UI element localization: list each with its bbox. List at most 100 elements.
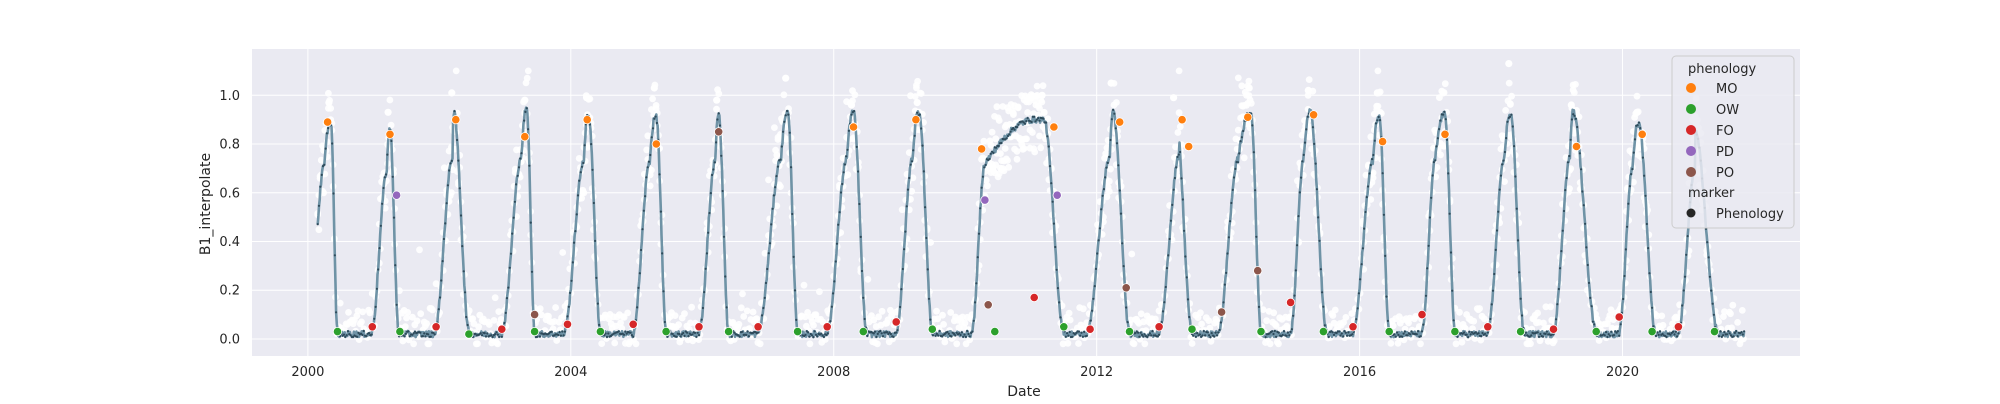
raw-point	[1240, 154, 1248, 162]
raw-point	[465, 307, 473, 314]
series-marker	[909, 163, 912, 166]
raw-point	[1575, 113, 1583, 121]
raw-point	[782, 74, 790, 82]
series-marker	[1171, 203, 1174, 206]
series-marker	[1371, 158, 1374, 161]
series-marker	[1623, 274, 1626, 278]
series-marker	[793, 289, 797, 292]
series-marker	[835, 242, 839, 245]
raw-point	[1550, 337, 1558, 345]
series-marker	[1422, 323, 1425, 326]
series-marker	[1501, 163, 1504, 166]
raw-point	[774, 136, 782, 143]
series-marker	[1079, 334, 1082, 337]
series-marker	[1618, 334, 1621, 337]
series-marker	[1586, 263, 1589, 267]
series-marker	[453, 110, 456, 113]
series-marker	[1589, 296, 1592, 299]
raw-point	[1152, 315, 1159, 323]
series-marker	[1569, 138, 1572, 141]
series-marker	[931, 334, 935, 337]
series-marker	[595, 276, 598, 279]
series-marker	[423, 332, 426, 335]
raw-point	[1607, 306, 1615, 314]
series-marker	[1651, 306, 1654, 309]
series-marker	[1008, 133, 1011, 136]
series-marker	[1510, 113, 1513, 116]
raw-point	[345, 309, 352, 316]
raw-point	[1013, 155, 1021, 163]
series-marker	[624, 330, 627, 333]
phenology-point-mo	[1378, 137, 1388, 147]
phenology-point-fo	[822, 322, 832, 332]
series-marker	[1360, 263, 1363, 266]
series-marker	[1215, 334, 1219, 337]
series-marker	[481, 334, 484, 337]
raw-point	[1102, 150, 1110, 158]
series-marker	[808, 335, 811, 338]
series-marker	[1175, 166, 1178, 169]
raw-point	[737, 304, 745, 312]
series-marker	[500, 335, 503, 338]
raw-point	[887, 306, 894, 314]
series-marker	[1100, 208, 1103, 211]
raw-point	[327, 105, 335, 112]
series-marker	[1042, 117, 1045, 120]
series-marker	[390, 139, 393, 143]
series-marker	[1013, 128, 1016, 131]
series-marker	[1397, 333, 1400, 336]
raw-point	[1658, 312, 1666, 320]
series-marker	[483, 332, 486, 335]
series-marker	[875, 335, 878, 338]
series-marker	[720, 154, 723, 157]
series-marker	[1732, 335, 1735, 338]
series-marker	[440, 279, 443, 282]
series-marker	[1080, 331, 1083, 334]
series-marker	[644, 195, 647, 198]
raw-point	[739, 290, 746, 298]
series-marker	[791, 212, 794, 216]
raw-point	[777, 183, 784, 191]
series-marker	[583, 144, 586, 147]
series-marker	[1275, 335, 1278, 338]
raw-point	[1198, 320, 1205, 328]
series-marker	[792, 255, 795, 258]
series-marker	[1728, 332, 1731, 335]
phenology-point-ow	[1384, 326, 1394, 337]
series-marker	[1300, 176, 1303, 179]
phenology-point-fo	[1029, 292, 1039, 303]
series-marker	[1277, 331, 1280, 334]
legend-label-mo: MO	[1716, 82, 1737, 97]
series-marker	[1447, 172, 1450, 175]
series-marker	[1442, 113, 1445, 116]
series-marker	[594, 239, 597, 242]
raw-point	[1653, 312, 1661, 320]
raw-point	[1456, 308, 1463, 316]
series-marker	[591, 168, 594, 171]
raw-point	[1476, 305, 1483, 312]
series-marker	[1098, 227, 1101, 230]
series-marker	[1180, 177, 1183, 180]
series-marker	[1083, 330, 1086, 333]
raw-point	[1037, 144, 1045, 152]
series-marker	[1148, 332, 1151, 335]
series-marker	[1303, 141, 1307, 144]
series-marker	[654, 115, 657, 118]
series-marker	[1409, 333, 1412, 336]
raw-point	[497, 316, 505, 323]
series-marker	[1139, 331, 1142, 334]
series-marker	[1177, 153, 1180, 156]
series-marker	[833, 280, 836, 283]
phenology-point-po	[1121, 283, 1131, 293]
series-marker	[1505, 137, 1508, 140]
raw-point	[1374, 67, 1382, 75]
series-marker	[457, 159, 460, 162]
series-marker	[658, 173, 661, 176]
raw-point	[913, 99, 921, 107]
series-marker	[1426, 267, 1429, 270]
phenology-point-ow	[792, 326, 803, 337]
raw-point	[908, 187, 916, 195]
series-marker	[855, 145, 858, 148]
series-marker	[899, 305, 902, 309]
series-marker	[1431, 174, 1434, 177]
